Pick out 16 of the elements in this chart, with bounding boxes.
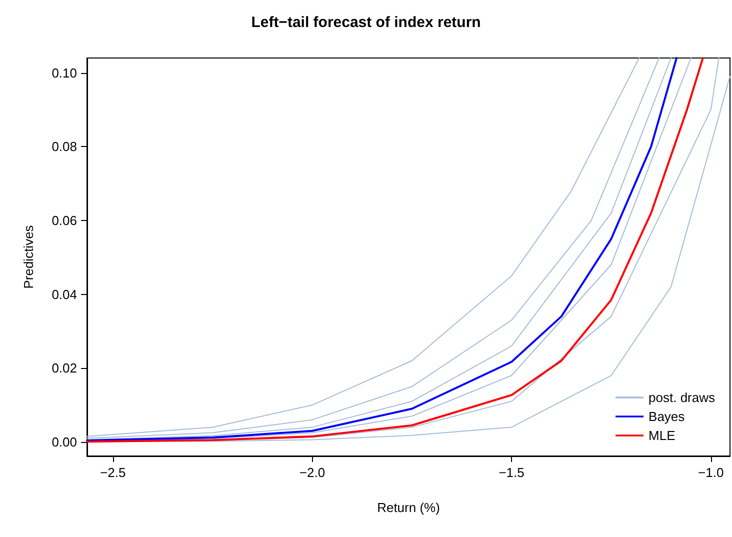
x-tick-label: −1.0 <box>698 465 724 480</box>
legend-label: Bayes <box>648 409 686 424</box>
x-tick-label: −1.5 <box>498 465 524 480</box>
x-tick-label: −2.0 <box>299 465 326 480</box>
x-tick-label: −2.5 <box>100 465 126 480</box>
y-tick-label: 0.08 <box>52 139 77 154</box>
y-tick-label: 0.02 <box>52 360 77 376</box>
y-tick-label: 0.04 <box>52 286 77 302</box>
legend-label: post. draws <box>648 390 716 405</box>
y-tick-label: 0.10 <box>52 65 77 80</box>
chart-title: Left−tail forecast of index return <box>251 14 481 31</box>
legend-label: MLE <box>648 428 676 443</box>
x-axis-title: Return (%) <box>377 500 440 515</box>
y-tick-label: 0.00 <box>52 434 77 450</box>
y-axis-title: Predictives <box>21 224 36 289</box>
y-tick-label: 0.06 <box>52 212 77 228</box>
